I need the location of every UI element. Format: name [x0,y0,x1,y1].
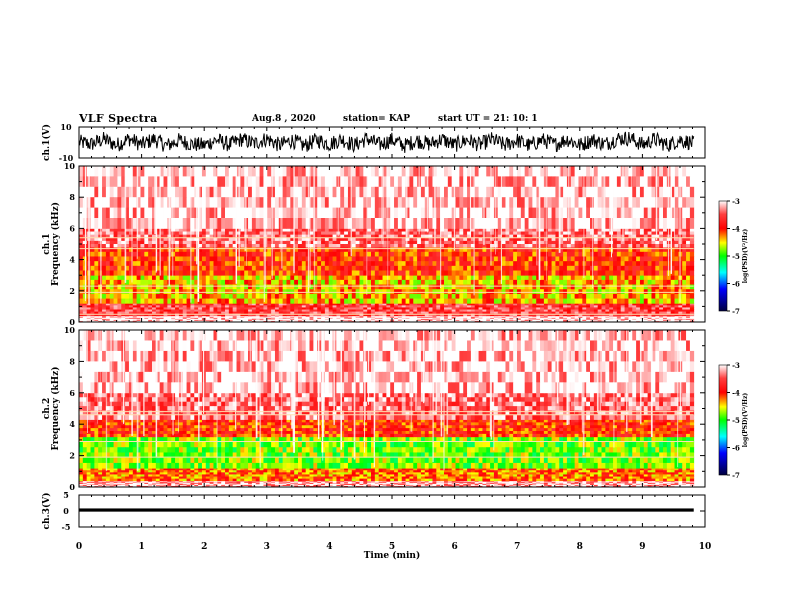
x-tick-label: 1 [138,542,144,552]
colorbar [718,200,728,312]
x-tick-label: 9 [639,542,645,552]
y-tick-label: 0 [63,506,69,516]
x-tick-label: 0 [76,542,82,552]
colorbar-tick-label: -6 [732,444,740,453]
ch1-trace [78,131,695,154]
y-tick-label: 4 [69,255,75,265]
spectrogram-ch2 [79,330,695,488]
y-tick-label: 2 [69,451,75,461]
ylabel-channel: ch.1 [42,233,52,254]
x-tick-label: 6 [451,542,457,552]
ylabel-frequency: Frequency (kHz) [50,366,61,450]
station-label: station= KAP [343,114,411,124]
spectrogram-ch1 [79,166,695,323]
colorbar-tick-label: -5 [732,416,740,425]
x-tick-label: 5 [389,542,395,552]
colorbar-tick-label: -6 [732,280,740,289]
colorbar-tick-label: -5 [732,252,740,261]
y-tick-label: 8 [69,356,75,366]
date-label: Aug.8 , 2020 [252,114,316,124]
ylabel: ch.3(V) [41,493,52,530]
y-tick-label: 6 [69,223,75,233]
colorbar-tick-label: -4 [732,389,740,398]
x-tick-label: 3 [264,542,270,552]
colorbar-label: log(PSD)(V²/Hz) [742,393,749,448]
figure-title: VLF Spectra [79,112,158,125]
y-tick-label: -10 [59,153,74,163]
colorbar-tick-label: -3 [732,361,740,370]
ch3-trace [79,508,694,512]
colorbar [718,364,728,476]
x-tick-label: 8 [577,542,583,552]
ylabel-channel: ch.2 [42,398,52,419]
y-tick-label: 10 [64,161,76,171]
colorbar-tick-label: -3 [732,197,740,206]
ylabel: ch.1(V) [41,124,52,161]
x-tick-label: 10 [699,542,712,552]
panel-frame [78,126,706,159]
y-tick-label: -5 [62,522,71,532]
y-tick-label: 0 [69,482,75,492]
x-tick-label: 2 [201,542,207,552]
y-tick-label: 5 [63,490,69,500]
y-tick-label: 4 [69,419,75,429]
colorbar-tick-label: -7 [732,471,740,480]
colorbar-label: log(PSD)(V²/Hz) [742,229,749,284]
colorbar-tick-label: -4 [732,225,740,234]
y-tick-label: 10 [60,122,72,132]
y-tick-label: 10 [64,325,76,335]
start-ut-label: start UT = 21: 10: 1 [438,114,538,124]
colorbar-tick-label: -7 [732,307,740,316]
y-tick-label: 8 [69,192,75,202]
y-tick-label: 2 [69,286,75,296]
x-tick-label: 7 [514,542,520,552]
x-axis-label: Time (min) [364,550,421,561]
y-tick-label: 0 [69,317,75,327]
ylabel-frequency: Frequency (kHz) [50,202,61,286]
y-tick-label: 6 [69,388,75,398]
x-tick-label: 4 [326,542,332,552]
